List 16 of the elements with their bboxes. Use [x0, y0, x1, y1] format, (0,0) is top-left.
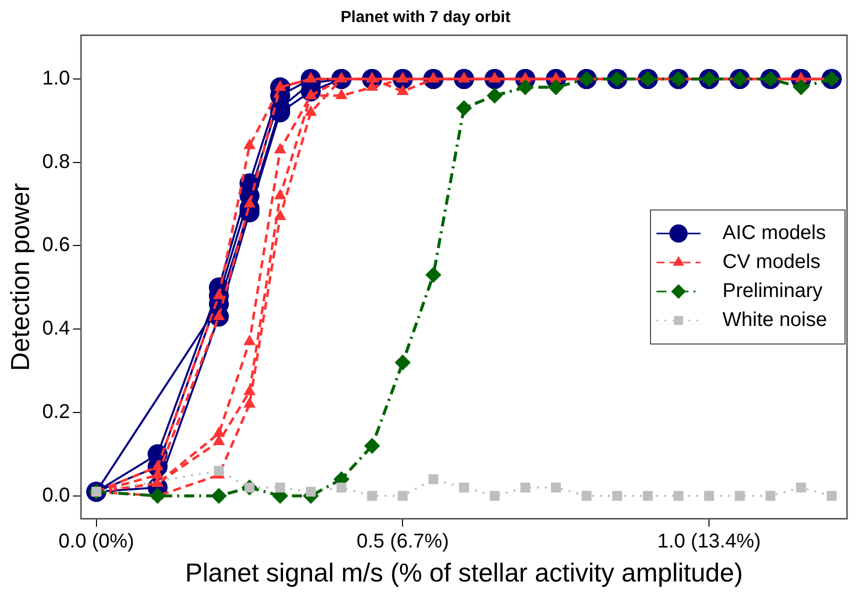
- chart-title: Planet with 7 day orbit: [340, 9, 512, 26]
- legend-label: Preliminary: [722, 280, 823, 302]
- y-tick-label: 0.4: [42, 318, 70, 340]
- y-tick-label: 1.0: [42, 67, 70, 90]
- legend-label: CV models: [722, 251, 820, 274]
- x-axis-title: Planet signal m/s (% of stellar activity amplitude): [185, 558, 743, 588]
- y-tick-label: 0.2: [42, 401, 70, 424]
- y-tick-label: 0.6: [42, 234, 70, 256]
- legend-label: AIC models: [722, 222, 826, 244]
- y-tick-label: 0.0: [42, 484, 70, 506]
- y-tick-label: 0.8: [42, 150, 70, 173]
- x-tick-label: 1.0 (13.4%): [657, 530, 761, 552]
- y-axis-title: Detection power: [4, 182, 35, 371]
- legend-label: White noise: [722, 309, 828, 332]
- x-tick-label: 0.0 (0%): [58, 530, 134, 552]
- x-tick-label: 0.5 (6.7%): [356, 530, 449, 552]
